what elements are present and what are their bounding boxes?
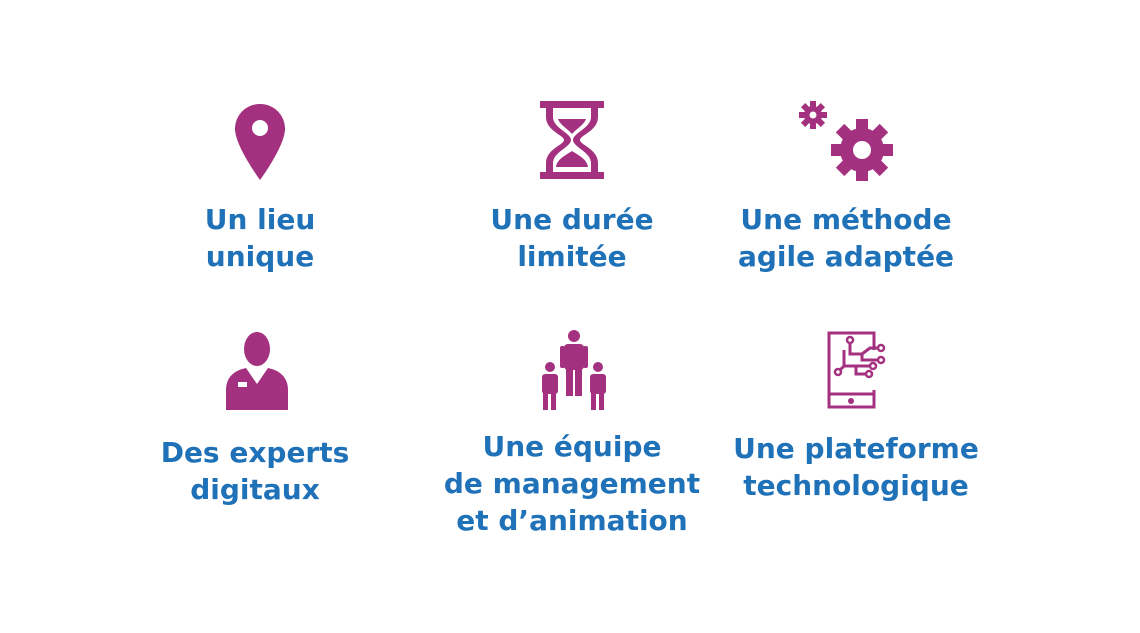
expert-person-icon	[226, 332, 288, 410]
tablet-circuit-icon	[826, 330, 886, 410]
feature-label: Une plateforme technologique	[733, 432, 979, 502]
feature-label: Une méthode agile adaptée	[737, 203, 955, 273]
hourglass-icon	[540, 101, 604, 179]
map-pin-icon	[235, 104, 285, 180]
feature-label: Une équipe de management et d’animation	[443, 430, 701, 537]
feature-label: Une durée limitée	[490, 203, 654, 273]
gears-icon	[798, 100, 894, 182]
feature-label: Un lieu unique	[204, 203, 316, 273]
team-group-icon	[539, 330, 609, 410]
feature-label: Des experts digitaux	[160, 436, 350, 506]
